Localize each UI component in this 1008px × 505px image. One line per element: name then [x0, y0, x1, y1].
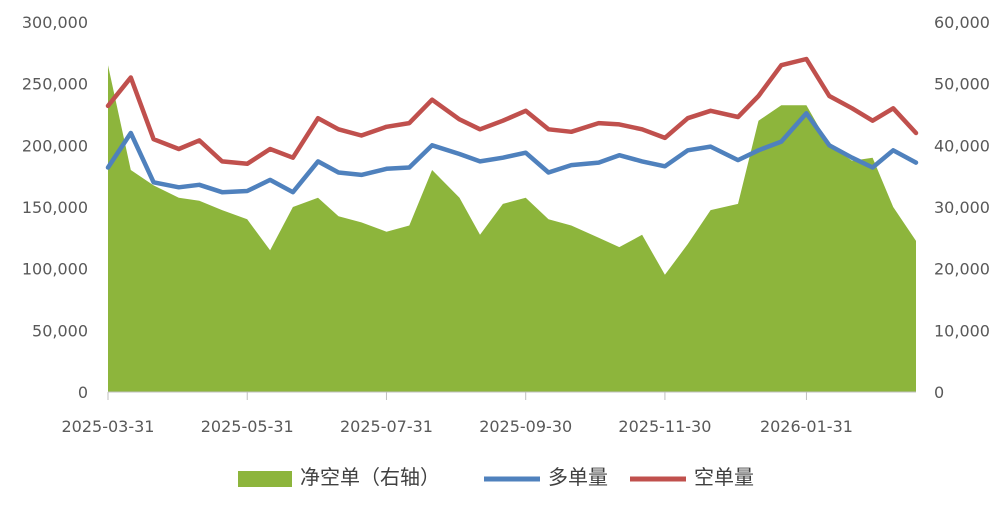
y-left-tick-label: 100,000: [22, 260, 88, 279]
y-right-tick-label: 50,000: [934, 75, 990, 94]
x-tick-label: 2025-07-31: [340, 417, 433, 436]
y-left-tick-label: 300,000: [22, 13, 88, 32]
legend: 净空单（右轴） 多单量 空单量: [238, 465, 754, 489]
y-right-tick-label: 60,000: [934, 13, 990, 32]
y-left-tick-label: 250,000: [22, 75, 88, 94]
y-right-tick-label: 10,000: [934, 321, 990, 340]
legend-label-long: 多单量: [548, 465, 608, 489]
y-right-tick-label: 20,000: [934, 260, 990, 279]
x-tick-label: 2025-09-30: [479, 417, 572, 436]
y-left-tick-label: 150,000: [22, 198, 88, 217]
area-layer: [108, 65, 916, 392]
y-right-tick-label: 40,000: [934, 136, 990, 155]
legend-label-net-short: 净空单（右轴）: [300, 465, 440, 489]
y-right-tick-label: 0: [934, 383, 944, 402]
x-tick-label: 2025-05-31: [201, 417, 294, 436]
x-tick-label: 2026-01-31: [760, 417, 853, 436]
axis-layer: 300,000 250,000 200,000 150,000 100,000 50,00…: [22, 13, 990, 436]
short-positions-line: [105, 56, 919, 167]
x-tick-label: 2025-03-31: [62, 417, 155, 436]
y-left-tick-label: 50,000: [32, 321, 88, 340]
long-positions-line: [105, 111, 919, 195]
x-tick-label: 2025-11-30: [618, 417, 711, 436]
legend-swatch-net-short: [238, 471, 292, 487]
legend-label-short: 空单量: [694, 465, 754, 489]
y-left-tick-label: 0: [78, 383, 88, 402]
net-short-area: [108, 65, 916, 392]
y-right-tick-label: 30,000: [934, 198, 990, 217]
y-left-tick-label: 200,000: [22, 136, 88, 155]
line-layer: [105, 56, 919, 195]
